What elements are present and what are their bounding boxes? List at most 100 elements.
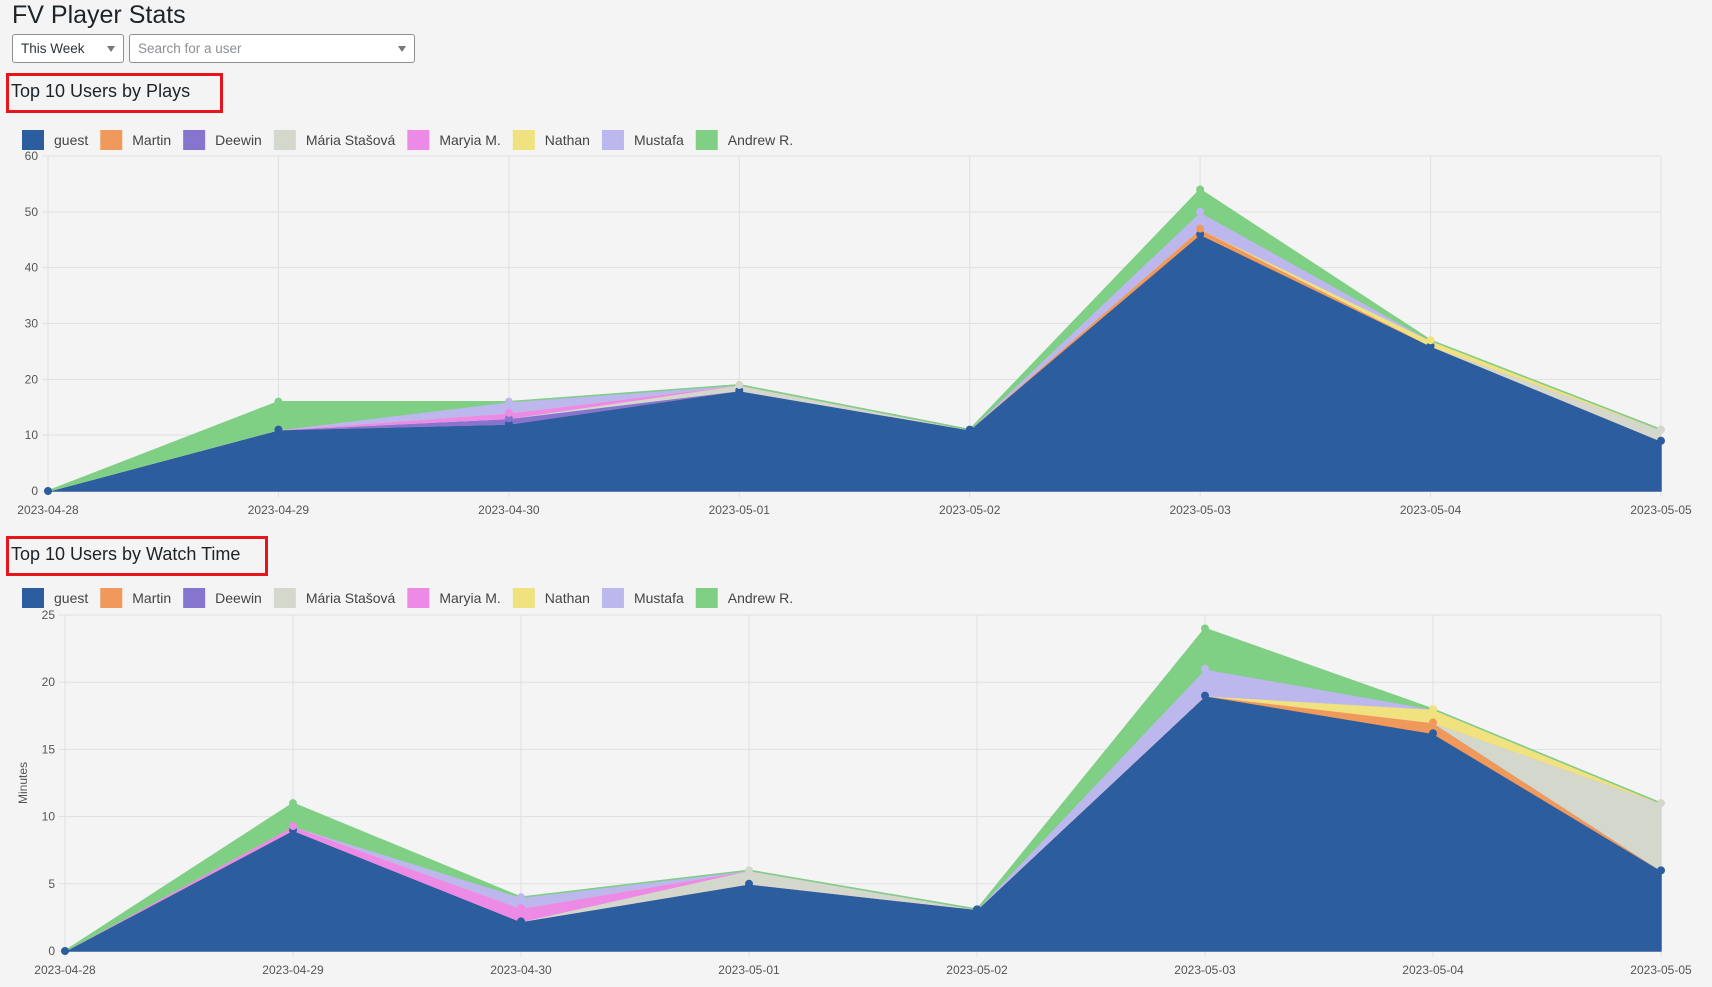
watch-point-maria-stasova[interactable] [1657,799,1665,808]
watch-point-martin[interactable] [1429,718,1437,727]
chevron-down-icon [398,46,406,52]
plays-legend-label-maryia-m: Maryia M. [439,132,500,148]
watch-x-axis: 2023-04-28 2023-04-29 2023-04-30 2023-05-01… [34,963,1692,977]
watch-legend-item-guest[interactable]: guest [22,588,88,608]
watch-y-tick-label: 5 [48,877,55,891]
watch-y-tick-label: 0 [48,944,55,958]
watch-point-mustafa[interactable] [517,893,525,902]
watch-point-mustafa[interactable] [1201,664,1209,673]
watch-legend-label-deewin: Deewin [215,590,262,606]
plays-point-nathan[interactable] [1426,336,1435,345]
watch-legend-item-maria-stasova[interactable]: Mária Stašová [273,588,396,608]
watch-point-guest[interactable] [973,905,981,914]
plays-legend-label-maria-stasova: Mária Stašová [306,132,396,148]
watch-legend-swatch-mustafa [601,588,624,608]
chevron-down-icon [107,46,115,52]
watch-point-guest[interactable] [745,879,753,888]
watch-legend-swatch-nathan [512,588,535,608]
plays-y-tick-label: 30 [25,317,39,331]
plays-chart: guest Martin Deewin Mária Stašová Maryia M. N… [17,130,1692,517]
watch-x-tick-label: 2023-05-03 [1174,963,1236,977]
plays-legend-label-guest: guest [54,132,88,148]
watch-x-tick-label: 2023-04-28 [34,963,96,977]
watch-legend-item-martin[interactable]: Martin [100,588,171,608]
plays-legend-item-maryia-m[interactable]: Maryia M. [407,130,501,150]
watch-legend-swatch-guest [22,588,44,608]
watch-legend-label-maryia-m: Maryia M. [439,590,500,606]
plays-legend-swatch-maria-stasova [273,130,296,150]
watch-legend-swatch-deewin [183,588,206,608]
watch-point-guest[interactable] [1429,729,1437,738]
plays-point-maria-stasova[interactable] [1657,425,1665,434]
plays-legend-item-nathan[interactable]: Nathan [512,130,590,150]
plays-legend-label-mustafa: Mustafa [634,132,684,148]
plays-y-tick-label: 10 [25,428,39,442]
plays-point-mustafa[interactable] [504,397,513,406]
watch-point-maria-stasova[interactable] [745,866,753,875]
plays-legend-swatch-mustafa [601,130,624,150]
plays-legend-label-martin: Martin [132,132,171,148]
plays-x-tick-label: 2023-04-30 [478,503,540,517]
watch-point-guest[interactable] [61,947,69,955]
watch-point-nathan[interactable] [1429,705,1437,714]
watch-legend-item-andrew-r[interactable]: Andrew R. [695,588,793,608]
watch-point-guest[interactable] [517,917,525,926]
watch-legend-item-maryia-m[interactable]: Maryia M. [407,588,501,608]
plays-points [44,185,1665,495]
plays-legend: guest Martin Deewin Mária Stašová Maryia M. N… [22,130,793,150]
period-select-value: This Week [21,41,85,56]
watch-x-tick-label: 2023-05-02 [946,963,1008,977]
watch-point-maryia-m[interactable] [289,822,297,831]
watch-legend-item-deewin[interactable]: Deewin [183,588,262,608]
plays-point-guest[interactable] [274,425,283,434]
watch-legend-swatch-andrew-r [695,588,718,608]
period-select[interactable]: This Week [12,34,124,63]
watch-y-tick-label: 10 [42,810,56,824]
plays-point-andrew-r[interactable] [274,397,283,406]
watch-legend-label-guest: guest [54,590,88,606]
plays-legend-swatch-guest [22,130,44,150]
plays-legend-swatch-martin [100,130,123,150]
plays-x-tick-label: 2023-05-02 [939,503,1001,517]
watch-y-tick-label: 25 [42,608,56,622]
plays-point-guest[interactable] [1657,436,1665,445]
plays-legend-item-maria-stasova[interactable]: Mária Stašová [273,130,396,150]
plays-y-axis: 0 10 20 30 40 50 60 [25,149,39,498]
plays-y-tick-label: 0 [31,484,38,498]
plays-point-guest[interactable] [44,487,52,495]
plays-legend-swatch-deewin [183,130,206,150]
watch-point-maryia-m[interactable] [517,903,525,912]
plays-point-andrew-r[interactable] [1196,185,1205,194]
plays-y-tick-label: 20 [25,372,39,386]
plays-legend-swatch-nathan [512,130,535,150]
plays-point-martin[interactable] [1196,224,1205,233]
watch-point-guest[interactable] [1657,866,1665,875]
watch-point-andrew-r[interactable] [289,799,297,808]
plays-point-mustafa[interactable] [1196,207,1205,216]
watch-legend-swatch-maryia-m [407,588,430,608]
plays-x-axis: 2023-04-28 2023-04-29 2023-04-30 2023-05-01… [17,503,1692,517]
plays-point-guest[interactable] [965,425,974,434]
watch-y-tick-label: 15 [42,742,56,756]
watch-legend-item-mustafa[interactable]: Mustafa [601,588,684,608]
plays-point-maria-stasova[interactable] [735,380,744,389]
plays-legend-item-andrew-r[interactable]: Andrew R. [695,130,793,150]
watch-legend-item-nathan[interactable]: Nathan [512,588,590,608]
watch-point-guest[interactable] [1201,691,1209,700]
plays-area-guest[interactable] [47,233,1662,492]
plays-legend-item-deewin[interactable]: Deewin [183,130,262,150]
watch-y-axis: 0 5 10 15 20 25 [42,608,56,958]
plays-x-tick-label: 2023-04-29 [248,503,310,517]
watch-x-tick-label: 2023-05-05 [1630,963,1692,977]
plays-y-tick-label: 40 [25,261,39,275]
plays-x-tick-label: 2023-05-05 [1630,503,1692,517]
plays-x-tick-label: 2023-04-28 [17,503,79,517]
watch-point-andrew-r[interactable] [1201,624,1209,633]
user-search-select[interactable]: Search for a user [129,34,415,63]
user-search-placeholder: Search for a user [138,41,242,56]
plays-legend-item-mustafa[interactable]: Mustafa [601,130,684,150]
plays-legend-item-guest[interactable]: guest [22,130,88,150]
plays-legend-item-martin[interactable]: Martin [100,130,171,150]
watch-points [61,624,1665,955]
plays-point-maryia-m[interactable] [504,408,513,417]
